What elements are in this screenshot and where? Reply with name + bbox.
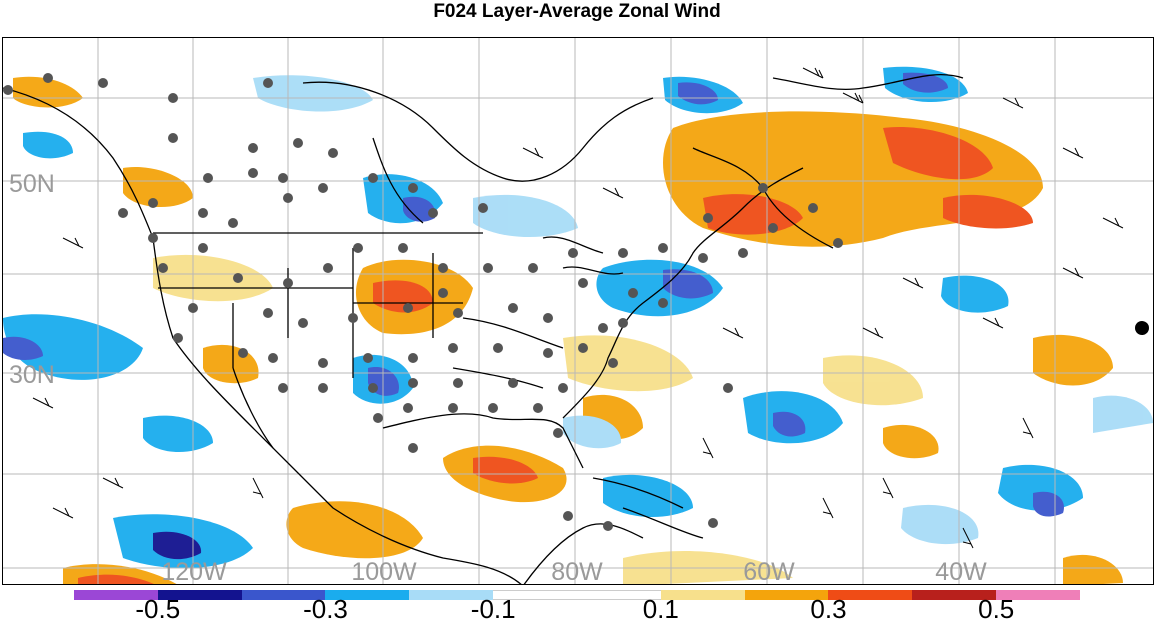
map-title: F024 Layer-Average Zonal Wind — [433, 1, 721, 22]
colorbar-segment — [157, 590, 242, 600]
wind-barbs — [32, 67, 1124, 549]
lon-label-40w: 40W — [935, 558, 987, 585]
coastlines — [3, 74, 964, 584]
colorbar-tick-label: -0.1 — [470, 594, 516, 624]
lat-label-30n: 30N — [9, 361, 55, 389]
map-panel[interactable]: 50N 30N 120W 100W 80W 60W 40W — [2, 37, 1154, 585]
colorbar-segment — [996, 590, 1080, 600]
colorbar — [74, 590, 1080, 600]
marker-dot — [1135, 321, 1149, 335]
colorbar-tick-label: 0.1 — [642, 594, 679, 624]
colorbar-segment — [576, 590, 661, 600]
graticule — [3, 38, 1153, 584]
colorbar-segment — [74, 590, 158, 600]
lon-label-120w: 120W — [161, 558, 227, 585]
colorbar-ticks: -0.5 -0.3 -0.1 0.1 0.3 0.5 — [74, 594, 1080, 624]
wind-shading — [3, 66, 1153, 584]
colorbar-segment — [744, 590, 829, 600]
lon-label-60w: 60W — [743, 558, 795, 585]
colorbar-tick-label: 0.3 — [810, 594, 847, 624]
colorbar-segment — [409, 590, 494, 600]
colorbar-segment — [325, 590, 410, 600]
colorbar-segment — [912, 590, 997, 600]
lat-label-50n: 50N — [9, 170, 55, 198]
colorbar-segment — [493, 590, 577, 600]
colorbar-tick-label: -0.3 — [303, 594, 348, 624]
map-canvas — [3, 38, 1153, 584]
colorbar-segment — [660, 590, 745, 600]
colorbar-segment — [241, 590, 326, 600]
colorbar-tick-label: -0.5 — [135, 594, 181, 624]
lon-label-80w: 80W — [551, 558, 603, 585]
lon-label-100w: 100W — [351, 558, 417, 585]
colorbar-tick-label: 0.5 — [978, 594, 1015, 624]
station-dots — [3, 73, 843, 531]
colorbar-segment — [828, 590, 913, 600]
